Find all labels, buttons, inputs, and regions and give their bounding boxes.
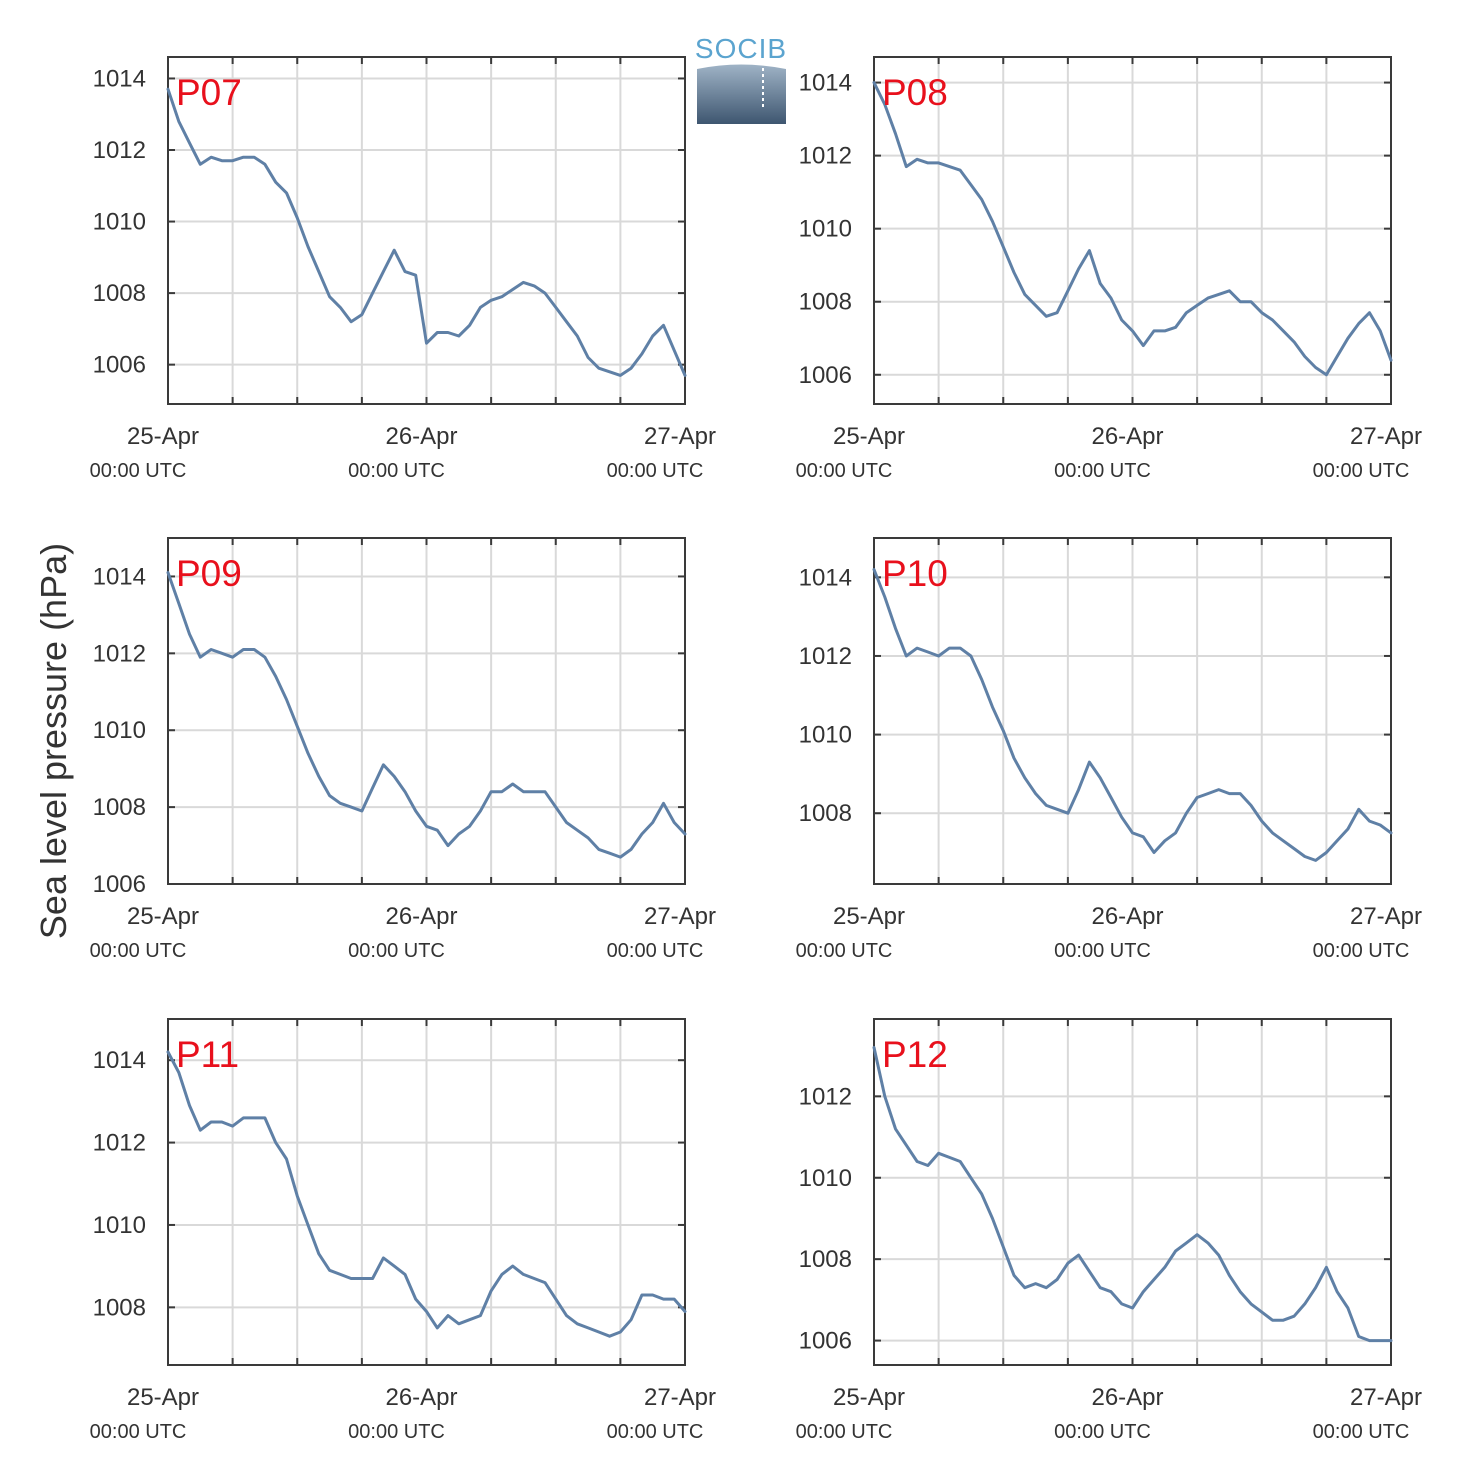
x-tick-label: 26-Apr (385, 423, 457, 450)
panel-label-p11: P11 (176, 1034, 239, 1075)
y-tick-label: 1008 (799, 1246, 852, 1273)
x-tick-sublabel: 00:00 UTC (1054, 460, 1151, 482)
x-tick-label: 25-Apr (127, 903, 199, 930)
panel-p07: 1006 1008 1010 1012 1014 25-Apr 00:00 UTC 26-Ap… (90, 56, 716, 482)
y-tick-label: 1010 (799, 216, 852, 243)
x-tick-sublabel: 00:00 UTC (90, 1421, 187, 1443)
y-tick-label: 1012 (93, 137, 146, 164)
series-line-p08 (872, 81, 1393, 377)
y-tick-label: 1014 (799, 70, 852, 97)
x-tick-sublabel: 00:00 UTC (348, 1421, 445, 1443)
panel-p11: 1008 1010 1012 1014 25-Apr 00:00 UTC 26-Apr 00:… (90, 1018, 716, 1443)
y-tick-label: 1014 (93, 563, 146, 590)
series-line-p11 (166, 1050, 687, 1338)
x-tick-label: 27-Apr (1350, 423, 1422, 450)
y-tick-label: 1008 (799, 289, 852, 316)
x-tick-sublabel: 00:00 UTC (607, 1421, 704, 1443)
panel-p10: 1008 1010 1012 1014 25-Apr 00:00 UTC 26-Apr 00:… (796, 537, 1422, 962)
x-tick-sublabel: 00:00 UTC (796, 460, 893, 482)
y-tick-label: 1014 (93, 1047, 146, 1074)
y-tick-label: 1012 (799, 1083, 852, 1110)
y-tick-label: 1010 (93, 209, 146, 236)
y-tick-label: 1006 (93, 352, 146, 379)
x-tick-sublabel: 00:00 UTC (90, 940, 187, 962)
x-tick-sublabel: 00:00 UTC (1054, 1421, 1151, 1443)
y-tick-label: 1012 (93, 1130, 146, 1157)
panel-p12: 1006 1008 1010 1012 25-Apr 00:00 UTC 26-Apr 00:… (796, 1018, 1422, 1443)
y-tick-label: 1014 (799, 564, 852, 591)
x-tick-sublabel: 00:00 UTC (90, 460, 187, 482)
x-tick-label: 27-Apr (1350, 903, 1422, 930)
y-tick-label: 1014 (93, 65, 146, 92)
x-tick-label: 25-Apr (127, 423, 199, 450)
x-tick-label: 25-Apr (127, 1384, 199, 1411)
logo-text: SOCIB (695, 33, 787, 64)
x-tick-sublabel: 00:00 UTC (607, 940, 704, 962)
x-tick-sublabel: 00:00 UTC (1313, 460, 1410, 482)
x-tick-sublabel: 00:00 UTC (1054, 940, 1151, 962)
y-tick-label: 1006 (93, 871, 146, 898)
x-tick-label: 27-Apr (644, 1384, 716, 1411)
x-tick-sublabel: 00:00 UTC (348, 460, 445, 482)
y-tick-label: 1008 (93, 1294, 146, 1321)
panel-label-p12: P12 (882, 1034, 948, 1075)
series-line-p07 (166, 87, 687, 377)
logo-emblem (697, 64, 786, 124)
chart-panels: 1006 1008 1010 1012 1014 25-Apr 00:00 UTC 26-Ap… (90, 56, 1422, 1443)
x-tick-sublabel: 00:00 UTC (796, 1421, 893, 1443)
y-tick-label: 1012 (93, 640, 146, 667)
y-tick-label: 1010 (93, 717, 146, 744)
x-tick-label: 25-Apr (833, 903, 905, 930)
y-tick-label: 1006 (799, 362, 852, 389)
x-tick-label: 26-Apr (385, 903, 457, 930)
y-tick-label: 1010 (799, 722, 852, 749)
panel-label-p10: P10 (882, 553, 948, 594)
x-tick-label: 26-Apr (1091, 903, 1163, 930)
panel-label-p08: P08 (882, 72, 948, 113)
x-tick-label: 25-Apr (833, 1384, 905, 1411)
y-tick-label: 1010 (799, 1165, 852, 1192)
x-tick-label: 26-Apr (1091, 423, 1163, 450)
y-tick-label: 1012 (799, 643, 852, 670)
panel-label-p09: P09 (176, 553, 242, 594)
x-tick-label: 27-Apr (644, 903, 716, 930)
y-tick-label: 1008 (799, 800, 852, 827)
y-tick-label: 1008 (93, 794, 146, 821)
y-tick-label: 1006 (799, 1328, 852, 1355)
x-tick-sublabel: 00:00 UTC (1313, 1421, 1410, 1443)
y-tick-label: 1010 (93, 1212, 146, 1239)
x-tick-sublabel: 00:00 UTC (348, 940, 445, 962)
x-tick-label: 26-Apr (385, 1384, 457, 1411)
series-line-p12 (872, 1046, 1393, 1343)
panel-p09: 1006 1008 1010 1012 1014 25-Apr 00:00 UTC 26-Ap… (90, 537, 716, 962)
socib-logo: SOCIB (695, 33, 787, 124)
series-line-p10 (872, 568, 1393, 862)
panel-p08: 1006 1008 1010 1012 1014 25-Apr 00:00 UTC 26-Ap… (796, 56, 1422, 482)
y-axis-label: Sea level pressure (hPa) (33, 543, 74, 939)
x-tick-sublabel: 00:00 UTC (1313, 940, 1410, 962)
y-tick-label: 1012 (799, 143, 852, 170)
x-tick-label: 27-Apr (1350, 1384, 1422, 1411)
x-tick-sublabel: 00:00 UTC (607, 460, 704, 482)
x-tick-label: 26-Apr (1091, 1384, 1163, 1411)
y-tick-label: 1008 (93, 280, 146, 307)
series-line-p09 (166, 571, 687, 859)
x-tick-sublabel: 00:00 UTC (796, 940, 893, 962)
panel-label-p07: P07 (176, 72, 242, 113)
x-tick-label: 25-Apr (833, 423, 905, 450)
x-tick-label: 27-Apr (644, 423, 716, 450)
